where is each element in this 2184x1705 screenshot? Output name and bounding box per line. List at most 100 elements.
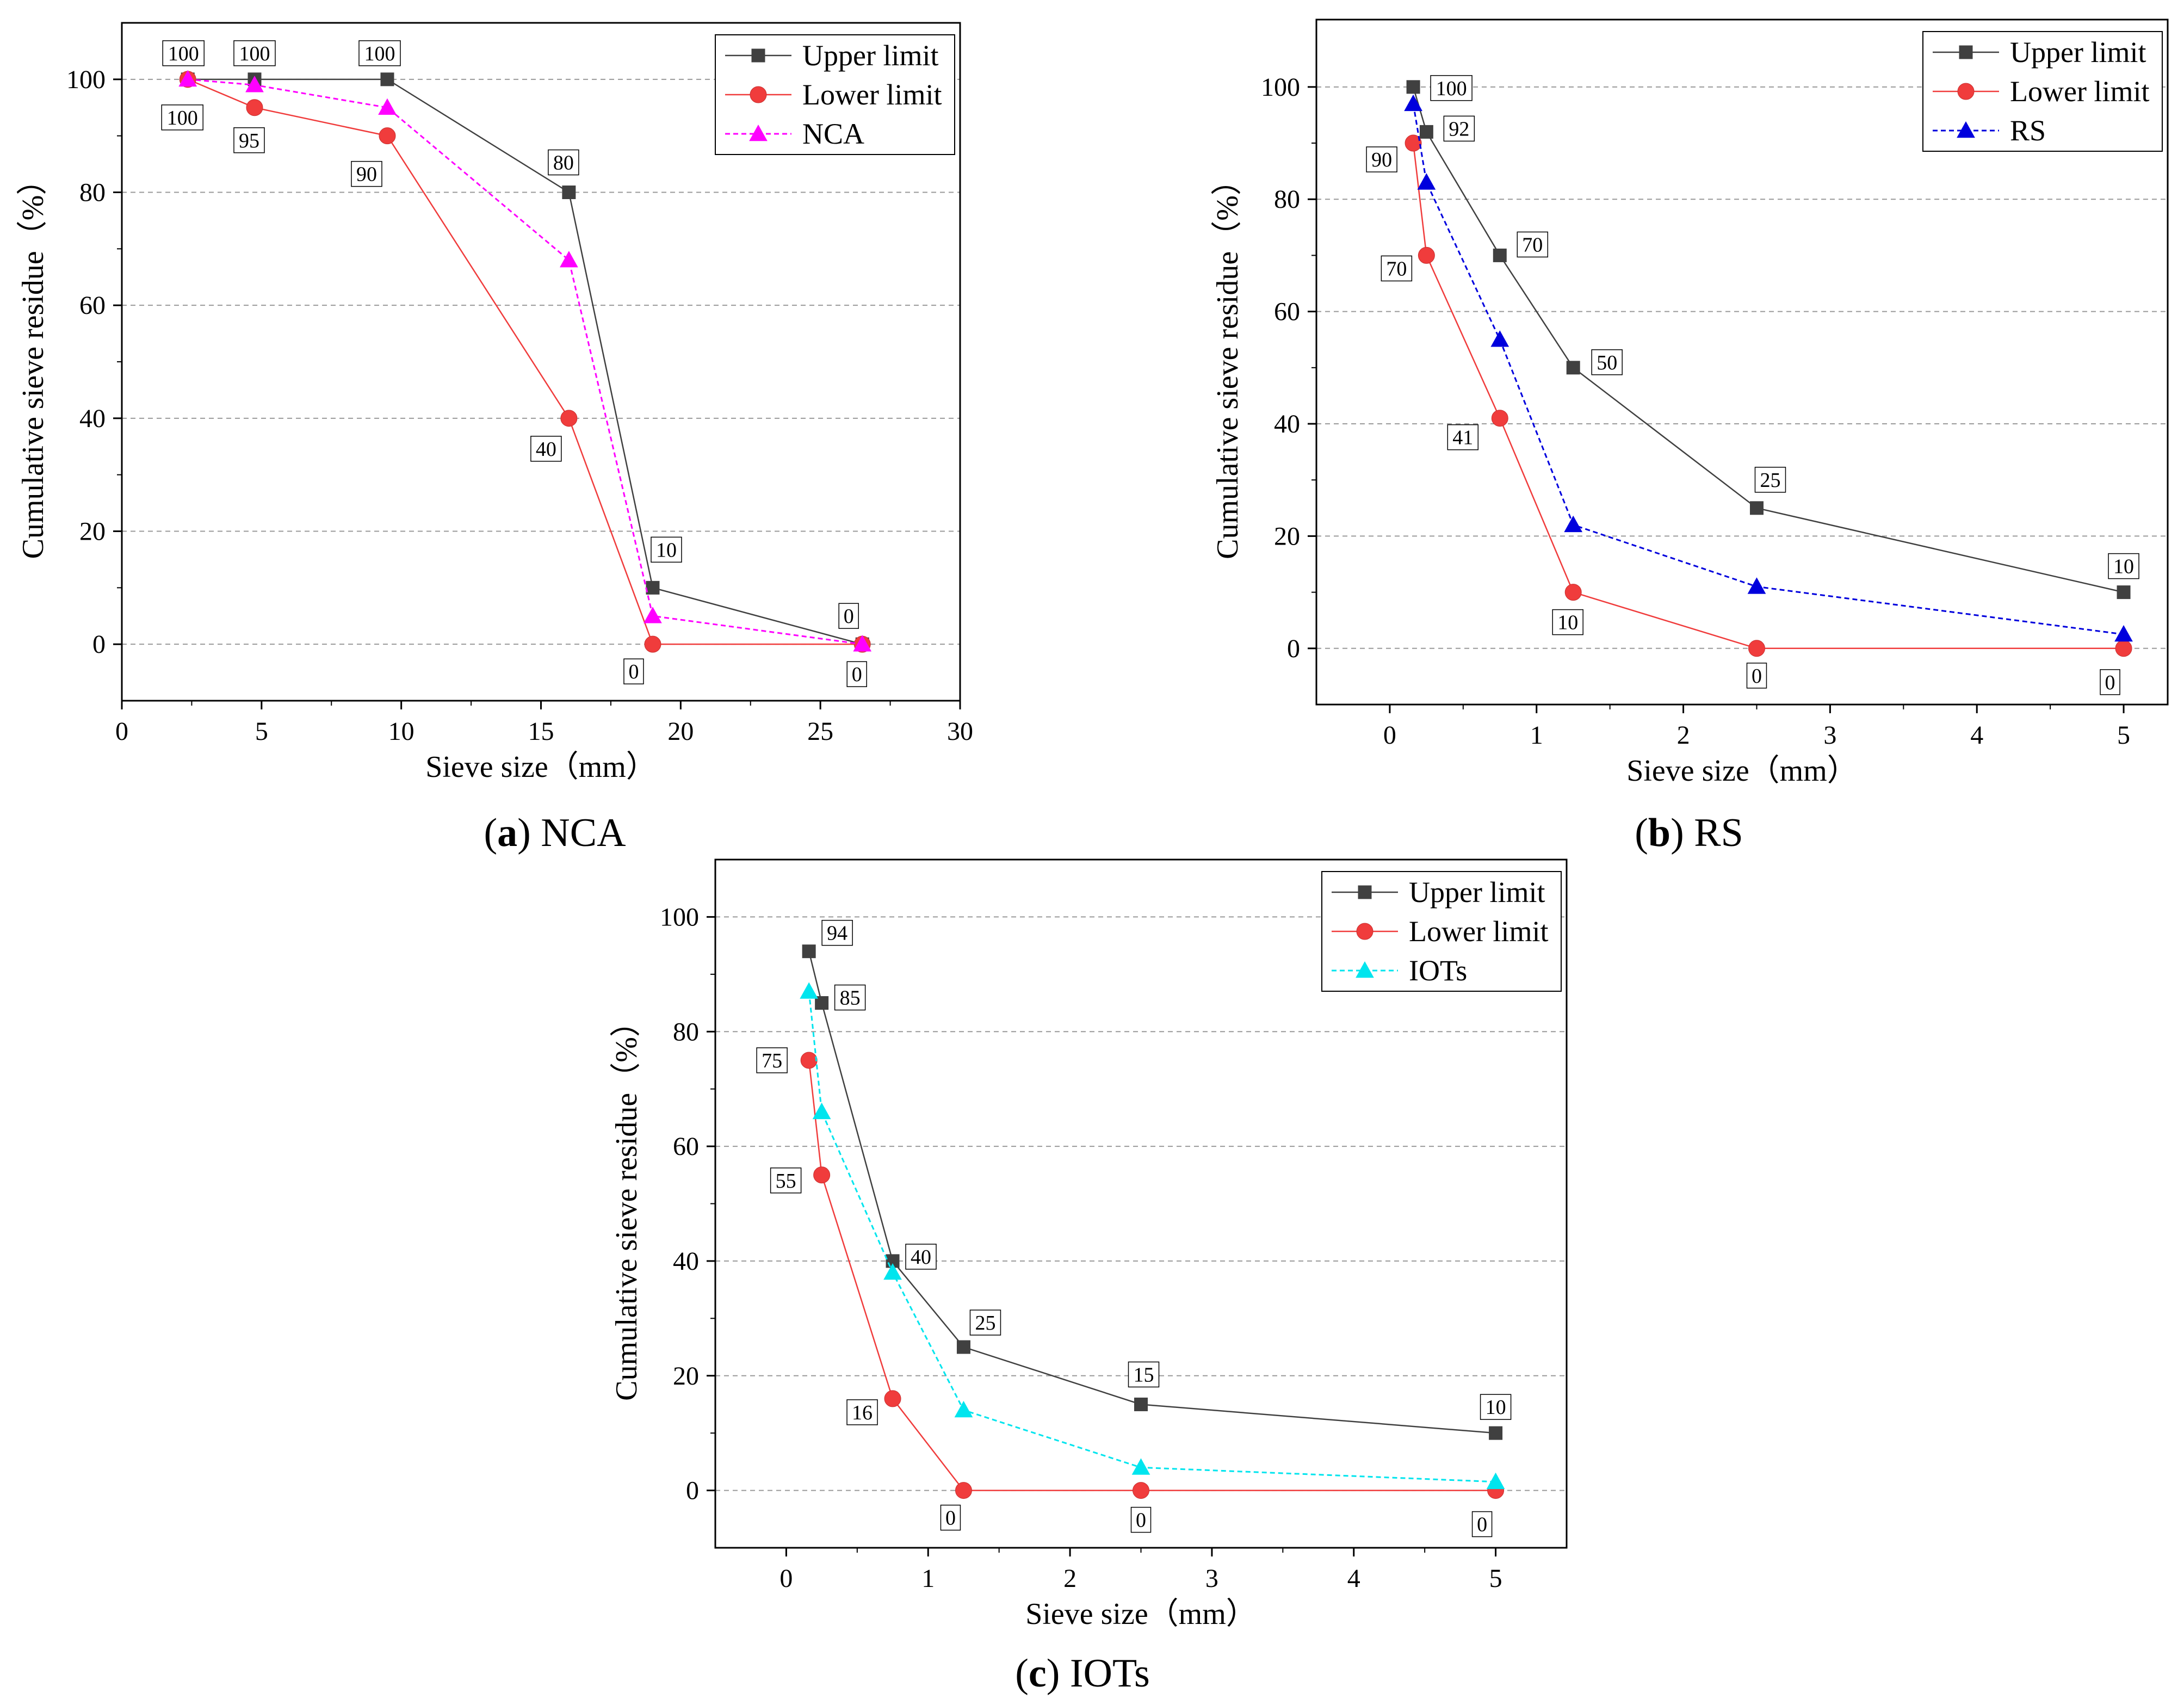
x-axis-title: Sieve size（mm） — [1025, 1597, 1257, 1631]
data-point-upper-limit — [1493, 248, 1507, 262]
data-label-box — [1552, 609, 1583, 635]
data-point-upper-limit — [646, 580, 660, 595]
x-tick-label: 5 — [1489, 1564, 1502, 1593]
data-label: 92 — [1449, 118, 1469, 140]
data-point-iots — [812, 1102, 831, 1120]
caption-b: (b) RS — [1635, 811, 1743, 855]
data-label: 0 — [1752, 665, 1762, 688]
data-point-lower-limit — [1491, 410, 1508, 427]
data-label-box — [1130, 1506, 1152, 1533]
data-point-lower-limit — [1564, 584, 1582, 601]
data-label: 25 — [975, 1312, 995, 1335]
data-label: 0 — [844, 605, 854, 628]
caption-a-text: NCA — [541, 811, 626, 855]
data-label-box — [1746, 663, 1767, 689]
data-point-upper-limit — [562, 186, 576, 199]
data-label: 40 — [911, 1246, 931, 1269]
data-label-box — [1430, 75, 1473, 101]
legend-marker — [1356, 923, 1373, 940]
data-point-lower-limit — [1405, 134, 1422, 152]
data-label: 10 — [1486, 1396, 1506, 1419]
data-point-lower-limit — [644, 635, 661, 653]
x-tick-label: 15 — [528, 717, 554, 746]
data-label: 0 — [2105, 671, 2115, 694]
y-tick-label: 60 — [79, 291, 106, 320]
y-axis-title: Cumulative sieve residue（%） — [1211, 165, 1245, 559]
y-tick-label: 0 — [92, 630, 106, 659]
x-tick-label: 2 — [1677, 721, 1690, 750]
data-label: 90 — [1371, 149, 1392, 171]
data-point-lower-limit — [379, 127, 396, 145]
legend-marker — [750, 86, 767, 103]
data-point-nca — [245, 76, 264, 92]
figure-captions: (a) NCA (b) RS (c) IOTs — [484, 811, 1743, 1696]
data-point-lower-limit — [246, 99, 263, 116]
data-label-box — [821, 919, 853, 946]
data-point-rs — [1564, 515, 1583, 533]
x-tick-label: 5 — [2117, 721, 2130, 750]
legend-marker — [1358, 885, 1372, 899]
x-tick-label: 4 — [1970, 721, 1983, 750]
data-label: 0 — [852, 663, 862, 686]
data-label-box — [2100, 669, 2120, 695]
data-label: 80 — [553, 152, 574, 175]
y-tick-label: 100 — [1261, 73, 1300, 102]
data-label-box — [770, 1167, 802, 1194]
legend-label: IOTs — [1409, 954, 1467, 987]
data-label-box — [233, 40, 276, 66]
legend-marker — [749, 124, 768, 141]
data-label: 100 — [239, 42, 270, 65]
data-label-box — [1480, 1394, 1512, 1420]
series-line-rs — [1412, 103, 2124, 635]
caption-c: (c) IOTs — [1015, 1651, 1150, 1696]
data-label-box — [233, 127, 265, 153]
data-label: 15 — [1134, 1363, 1154, 1386]
legend-label: RS — [2010, 114, 2046, 147]
data-label: 10 — [2113, 555, 2134, 578]
data-point-lower-limit — [955, 1482, 972, 1499]
y-tick-label: 60 — [1274, 298, 1300, 326]
data-point-iots — [954, 1400, 973, 1418]
y-tick-label: 80 — [79, 178, 106, 207]
y-axis-title: Cumulative sieve residue（%） — [16, 165, 50, 559]
x-tick-label: 5 — [255, 717, 268, 746]
data-label-box — [351, 160, 382, 187]
x-tick-label: 3 — [1205, 1564, 1218, 1593]
y-tick-label: 40 — [79, 404, 106, 433]
data-point-upper-limit — [1419, 125, 1433, 139]
data-point-upper-limit — [2117, 585, 2131, 600]
series-line-lower-limit — [808, 1060, 1496, 1491]
data-point-rs — [1747, 577, 1766, 594]
data-label: 100 — [168, 42, 199, 65]
legend-marker — [1957, 121, 1975, 138]
data-point-lower-limit — [1748, 640, 1765, 657]
data-label-box — [1471, 1511, 1493, 1537]
legend-label: Upper limit — [802, 39, 938, 72]
x-tick-label: 2 — [1063, 1564, 1076, 1593]
x-tick-label: 0 — [1383, 721, 1396, 750]
series-line-nca — [188, 78, 863, 645]
data-label: 0 — [628, 660, 639, 683]
x-tick-label: 30 — [947, 717, 973, 746]
data-label: 70 — [1522, 233, 1543, 256]
legend-label: Lower limit — [2010, 75, 2149, 108]
legend-marker — [751, 48, 765, 63]
caption-b-text: RS — [1694, 811, 1743, 855]
plot-frame — [1315, 18, 2169, 706]
data-label-box — [1447, 424, 1479, 450]
data-point-lower-limit — [800, 1052, 818, 1069]
x-axis-title: Sieve size（mm） — [1626, 754, 1858, 788]
data-label-box — [905, 1244, 937, 1270]
legend-label: Lower limit — [1409, 915, 1548, 948]
x-tick-label: 10 — [388, 717, 414, 746]
data-point-upper-limit — [1489, 1426, 1503, 1440]
data-label-box — [1754, 467, 1786, 493]
caption-b-letter: b — [1648, 811, 1671, 855]
data-label-box — [846, 661, 867, 687]
data-point-lower-limit — [884, 1390, 901, 1407]
